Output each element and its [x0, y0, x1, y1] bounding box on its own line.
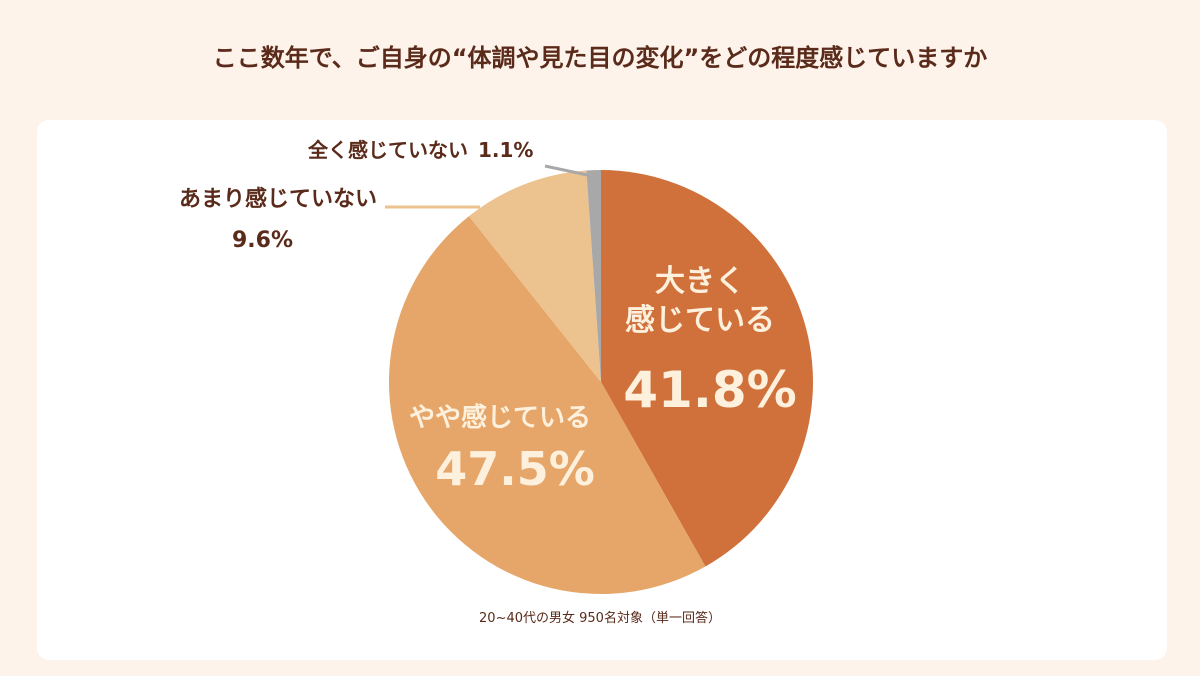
value-label: 47.5% [435, 442, 595, 496]
pie-slice [388, 216, 706, 595]
value-label: 1.1% [478, 138, 534, 162]
footnote: 20~40代の男女 950名対象（単一回答） [479, 611, 721, 626]
leader-line [544, 164, 593, 178]
pie-slice [601, 170, 813, 567]
slice-label: あまり感じていない [178, 187, 377, 212]
value-label: 41.8% [623, 361, 797, 419]
pie-slice [586, 170, 601, 382]
slice-label: やや感じている [408, 403, 591, 433]
slice-label: 大きく 感じている [625, 264, 775, 338]
pie-slice [468, 170, 601, 382]
chart-title: ここ数年で、ご自身の“体調や見た目の変化”をどの程度感じていますか [212, 44, 988, 72]
value-label: 9.6% [231, 228, 293, 253]
slice-label: 全く感じていない [308, 138, 468, 162]
